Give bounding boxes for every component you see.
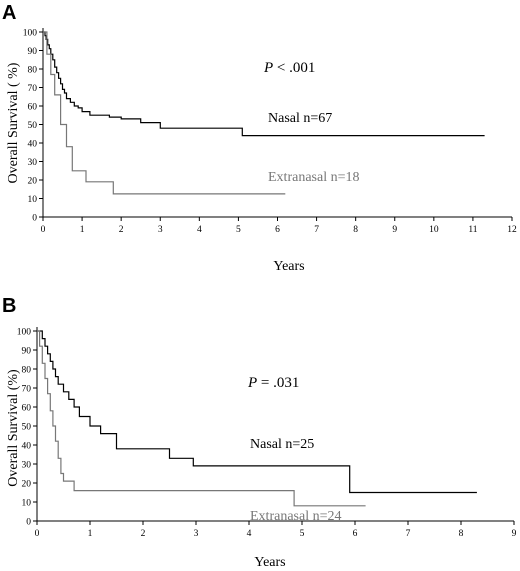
x-tick-label-a: 3 [158, 225, 163, 235]
y-tick-label-a: 30 [28, 158, 38, 168]
x-tick-label-a: 5 [236, 225, 241, 235]
y-tick-label-a: 100 [23, 29, 38, 39]
x-tick-label-b: 6 [353, 529, 358, 539]
p-value-a-text: < .001 [273, 60, 315, 76]
survival-lines-a [43, 31, 485, 195]
y-axis-title-b: Overall Survival (%) [6, 369, 21, 487]
y-tick-label-b: 80 [22, 366, 32, 376]
x-tick-label-a: 0 [41, 225, 46, 235]
y-tick-label-b: 0 [26, 518, 31, 528]
p-value-b: P = .031 [247, 375, 299, 391]
y-tick-label-b: 10 [22, 499, 32, 509]
x-tick-label-a: 1 [80, 225, 85, 235]
y-tick-label-a: 50 [28, 121, 38, 131]
x-tick-label-b: 8 [459, 529, 464, 539]
y-tick-label-b: 40 [22, 442, 32, 452]
y-tick-label-a: 40 [28, 140, 38, 150]
x-tick-label-a: 7 [314, 225, 319, 235]
x-tick-label-b: 4 [247, 529, 252, 539]
y-tick-label-b: 70 [22, 385, 32, 395]
x-tick-label-a: 6 [275, 225, 280, 235]
y-tick-label-b: 20 [22, 480, 32, 490]
extranasal-survival-line-b [37, 330, 366, 507]
x-tick-label-b: 7 [406, 529, 411, 539]
x-tick-label-b: 9 [512, 529, 517, 539]
x-tick-label-a: 8 [353, 225, 358, 235]
y-tick-label-a: 70 [28, 84, 38, 94]
x-tick-label-b: 3 [194, 529, 199, 539]
y-tick-label-a: 80 [28, 66, 38, 76]
x-tick-label-a: 9 [392, 225, 397, 235]
y-tick-label-a: 20 [28, 177, 38, 187]
y-tick-label-b: 60 [22, 404, 32, 414]
y-tick-label-b: 50 [22, 423, 32, 433]
panel-b: B 0 10 20 30 40 50 60 70 80 90 100 0 1 2 3 4 5 6 7 8 9 P = .… [2, 295, 517, 570]
panel-label-b: B [2, 295, 16, 317]
x-tick-label-b: 1 [88, 529, 93, 539]
legend-label-nasal-b: Nasal n=25 [250, 437, 314, 452]
y-tick-label-a: 0 [32, 214, 37, 224]
axes-b: 0 10 20 30 40 50 60 70 80 90 100 0 1 2 3 4 5 6 7 8 9 [17, 327, 517, 539]
legend-label-extranasal-a: Extranasal n=18 [268, 170, 359, 185]
nasal-survival-line-a [43, 31, 485, 137]
x-axis-title-a: Years [273, 259, 304, 274]
x-tick-label-b: 2 [141, 529, 146, 539]
legend-label-extranasal-b: Extranasal n=24 [250, 509, 341, 524]
x-tick-label-a: 10 [429, 225, 439, 235]
survival-lines-b [37, 330, 477, 507]
y-tick-label-a: 60 [28, 103, 38, 113]
x-tick-label-b: 5 [300, 529, 305, 539]
nasal-survival-line-b [37, 330, 477, 494]
y-tick-label-b: 30 [22, 461, 32, 471]
extranasal-survival-line-a [43, 31, 286, 195]
x-tick-label-a: 11 [468, 225, 477, 235]
x-tick-label-a: 2 [119, 225, 124, 235]
y-tick-label-b: 90 [22, 347, 32, 357]
x-axis-title-b: Years [254, 555, 285, 570]
p-value-b-symbol: P [247, 375, 257, 391]
y-axis-title-a: Overall Survival ( %) [6, 62, 21, 183]
y-tick-label-b: 100 [17, 328, 32, 338]
panel-label-a: A [2, 2, 16, 24]
y-tick-label-a: 90 [28, 47, 38, 57]
legend-label-nasal-a: Nasal n=67 [268, 111, 332, 126]
x-tick-label-a: 4 [197, 225, 202, 235]
y-tick-label-a: 10 [28, 195, 38, 205]
x-tick-label-a: 12 [507, 225, 517, 235]
p-value-a-symbol: P [263, 60, 273, 76]
x-tick-label-b: 0 [35, 529, 40, 539]
p-value-a: P < .001 [263, 60, 315, 76]
p-value-b-text: = .031 [257, 375, 299, 391]
